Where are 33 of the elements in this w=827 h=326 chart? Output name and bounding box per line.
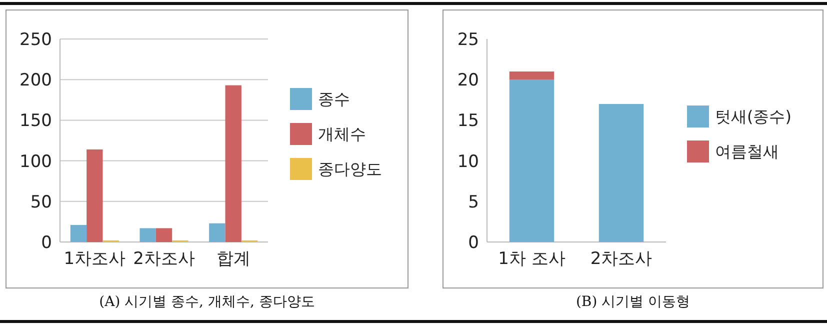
y-tick-label: 25 xyxy=(457,30,479,50)
bar xyxy=(86,149,103,242)
y-tick-label: 0 xyxy=(41,232,52,253)
y-tick-label: 50 xyxy=(30,192,52,212)
y-tick-label: 200 xyxy=(20,70,52,91)
legend-label: 개체수 xyxy=(318,124,366,144)
x-tick-label: 2차조사 xyxy=(133,249,195,269)
bar xyxy=(209,223,226,242)
y-tick-label: 0 xyxy=(468,232,479,253)
legend-label: 여름철새 xyxy=(715,142,779,162)
text: (A) 시기별 종수, 개체수, 종다양도 xyxy=(99,294,315,310)
bar xyxy=(598,104,644,242)
y-tick-label: 5 xyxy=(468,192,479,212)
y-tick-label: 100 xyxy=(20,152,52,172)
x-tick-label: 1차조사 xyxy=(64,249,126,269)
legend-label: 텃새(종수) xyxy=(715,107,792,126)
bar xyxy=(156,228,172,242)
y-tick-label: 150 xyxy=(20,111,52,132)
y-tick-label: 15 xyxy=(457,111,479,132)
y-tick-label: 250 xyxy=(20,30,52,50)
legend-label: 종수 xyxy=(318,90,350,109)
bar xyxy=(509,80,554,242)
y-tick-label: 10 xyxy=(457,152,479,172)
x-tick-label: 2차조사 xyxy=(590,249,652,269)
legend-label: 종다양도 xyxy=(318,160,382,179)
text: (B) 시기별 이동형 xyxy=(576,294,690,310)
y-tick-label: 20 xyxy=(457,70,479,91)
bar xyxy=(140,228,156,242)
bar xyxy=(509,71,554,80)
x-tick-label: 합계 xyxy=(216,249,250,269)
x-tick-label: 1차 조사 xyxy=(498,249,566,269)
bar xyxy=(70,224,87,242)
bar xyxy=(225,85,242,242)
